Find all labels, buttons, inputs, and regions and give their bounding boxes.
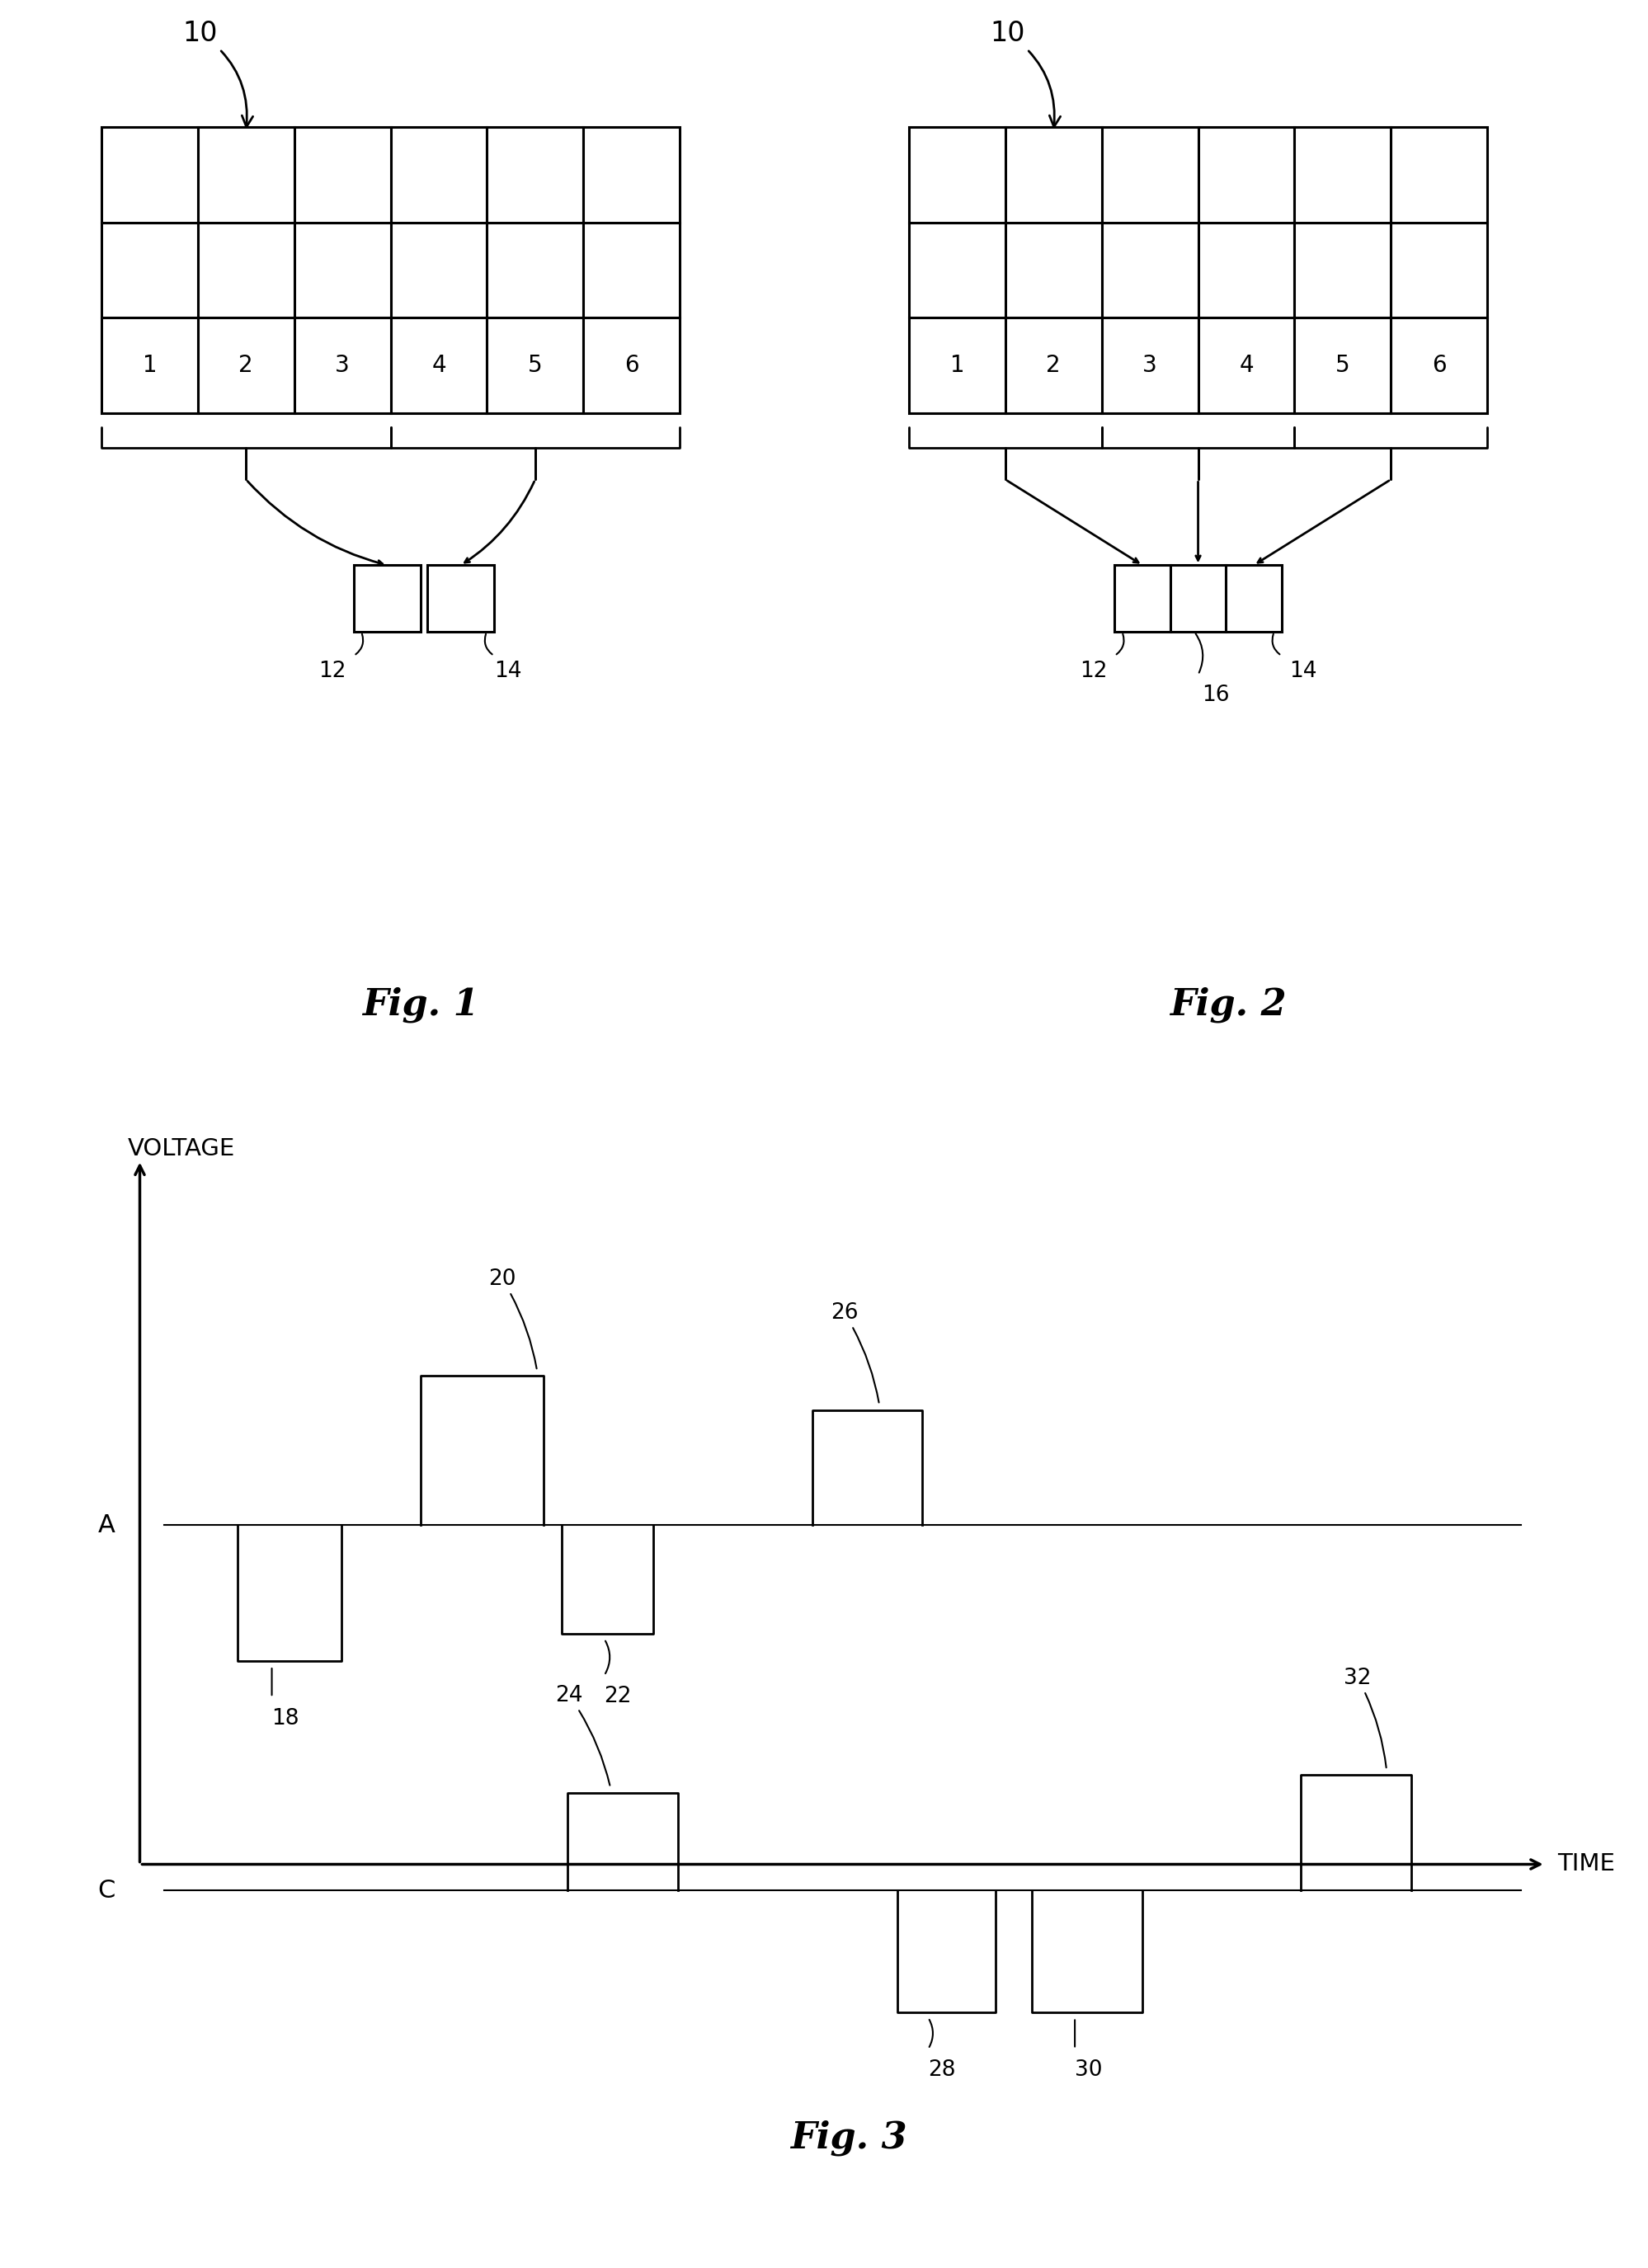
Bar bbox=[1198, 127, 1295, 222]
Text: 10: 10 bbox=[990, 20, 1060, 127]
Text: C: C bbox=[97, 1878, 115, 1903]
Bar bbox=[1391, 222, 1486, 318]
Bar bbox=[101, 318, 198, 413]
Text: 30: 30 bbox=[1074, 2059, 1103, 2080]
Text: VOLTAGE: VOLTAGE bbox=[127, 1136, 236, 1161]
Text: 14: 14 bbox=[494, 660, 522, 683]
Bar bbox=[488, 318, 583, 413]
Bar bbox=[198, 318, 293, 413]
Text: 32: 32 bbox=[1343, 1667, 1386, 1767]
Bar bbox=[1295, 127, 1391, 222]
Text: 3: 3 bbox=[335, 354, 349, 376]
Text: 10: 10 bbox=[183, 20, 252, 127]
Bar bbox=[198, 127, 293, 222]
Bar bbox=[293, 318, 391, 413]
Bar bbox=[391, 318, 488, 413]
Text: Fig. 2: Fig. 2 bbox=[1170, 987, 1285, 1023]
Text: TIME: TIME bbox=[1557, 1853, 1615, 1876]
Text: 12: 12 bbox=[318, 660, 346, 683]
Bar bbox=[910, 222, 1005, 318]
Text: 6: 6 bbox=[625, 354, 639, 376]
Bar bbox=[583, 222, 679, 318]
Bar bbox=[293, 127, 391, 222]
Text: A: A bbox=[99, 1513, 115, 1538]
Bar bbox=[1114, 565, 1170, 633]
Text: 24: 24 bbox=[555, 1685, 610, 1785]
Text: A: A bbox=[379, 587, 396, 610]
Bar bbox=[1391, 127, 1486, 222]
Bar bbox=[1005, 222, 1101, 318]
Bar bbox=[1295, 318, 1391, 413]
Text: 26: 26 bbox=[831, 1302, 878, 1402]
Bar bbox=[427, 565, 494, 633]
Bar bbox=[1170, 565, 1226, 633]
Text: 1: 1 bbox=[949, 354, 964, 376]
Bar bbox=[1198, 222, 1295, 318]
Bar bbox=[488, 222, 583, 318]
Bar bbox=[1101, 127, 1198, 222]
Text: 18: 18 bbox=[272, 1708, 300, 1728]
Text: 20: 20 bbox=[488, 1268, 537, 1368]
Text: 1: 1 bbox=[142, 354, 157, 376]
Bar bbox=[910, 318, 1005, 413]
Text: 4: 4 bbox=[432, 354, 447, 376]
Bar bbox=[583, 127, 679, 222]
Text: 12: 12 bbox=[1079, 660, 1107, 683]
Bar bbox=[1391, 318, 1486, 413]
Text: C: C bbox=[452, 587, 470, 610]
Bar bbox=[391, 222, 488, 318]
Bar bbox=[1295, 222, 1391, 318]
Text: A: A bbox=[1134, 587, 1150, 610]
Text: 2: 2 bbox=[239, 354, 254, 376]
Bar bbox=[488, 127, 583, 222]
Bar bbox=[1101, 222, 1198, 318]
Text: 5: 5 bbox=[527, 354, 542, 376]
Text: Fig. 1: Fig. 1 bbox=[363, 987, 478, 1023]
Bar bbox=[1005, 127, 1101, 222]
Text: 2: 2 bbox=[1046, 354, 1061, 376]
Bar bbox=[1005, 318, 1101, 413]
Bar bbox=[198, 222, 293, 318]
Text: 22: 22 bbox=[605, 1685, 631, 1708]
Text: B: B bbox=[1190, 587, 1206, 610]
Bar bbox=[391, 127, 488, 222]
Bar bbox=[583, 318, 679, 413]
Bar bbox=[354, 565, 420, 633]
Text: 28: 28 bbox=[928, 2059, 956, 2080]
Bar bbox=[101, 222, 198, 318]
Bar bbox=[1198, 318, 1295, 413]
Text: 16: 16 bbox=[1201, 685, 1229, 705]
Bar bbox=[1226, 565, 1282, 633]
Text: 6: 6 bbox=[1432, 354, 1447, 376]
Text: C: C bbox=[1244, 587, 1262, 610]
Bar bbox=[101, 127, 198, 222]
Text: 4: 4 bbox=[1239, 354, 1254, 376]
Bar bbox=[910, 127, 1005, 222]
Bar bbox=[1101, 318, 1198, 413]
Text: Fig. 3: Fig. 3 bbox=[791, 2121, 906, 2157]
Text: 5: 5 bbox=[1335, 354, 1350, 376]
Text: 14: 14 bbox=[1289, 660, 1317, 683]
Text: 3: 3 bbox=[1142, 354, 1157, 376]
Bar bbox=[293, 222, 391, 318]
